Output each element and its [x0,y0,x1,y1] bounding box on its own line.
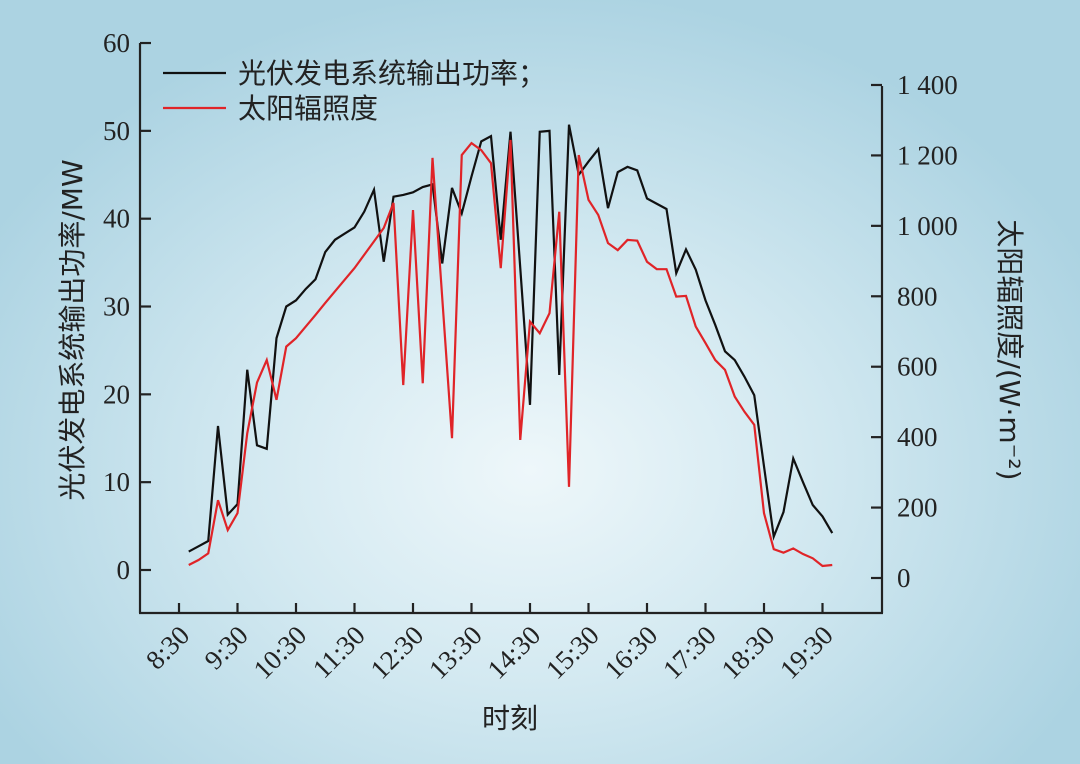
y-tick-label-left: 20 [103,379,130,409]
x-axis-title: 时刻 [482,702,538,735]
irradiance-line [188,139,833,568]
y-tick-label-left: 40 [103,204,130,234]
x-tick-label: 8:30 [140,620,195,675]
y-tick-label-right: 1 400 [897,70,958,100]
x-tick-label: 11:30 [307,620,371,684]
y-tick-label-left: 0 [117,555,131,585]
x-tick-label: 17:30 [657,620,722,685]
y-tick-label-left: 10 [103,467,130,497]
y-tick-label-left: 30 [103,292,130,322]
axes [138,43,884,615]
y-tick-label-right: 1 200 [897,140,958,170]
x-tick-label: 12:30 [365,620,430,685]
y-tick-label-right: 600 [897,352,938,382]
y-tick-label-left: 50 [103,116,130,146]
y-tick-label-right: 400 [897,422,938,452]
x-tick-label: 9:30 [199,620,254,675]
series-group [188,124,834,568]
y-tick-label-left: 60 [103,28,130,58]
x-tick-label: 19:30 [774,620,839,685]
x-tick-label: 16:30 [599,620,664,685]
x-tick-label: 13:30 [423,620,488,685]
legend-label-irradiance: 太阳辐照度 [238,92,378,125]
y-tick-label-right: 200 [897,493,938,523]
legend-label-power: 光伏发电系统输出功率； [238,57,546,90]
y-axis-title-left: 光伏发电系统输出功率/MW [56,159,89,500]
x-tick-label: 18:30 [716,620,781,685]
y-tick-label-right: 1 000 [897,211,958,241]
y-tick-label-right: 0 [897,563,911,593]
y-axis-title-right: 太阳辐照度/(W·m⁻²) [993,219,1026,480]
x-tick-label: 14:30 [482,620,547,685]
legend: 光伏发电系统输出功率； 太阳辐照度 [163,57,546,125]
power-line [188,124,834,553]
x-tick-label: 15:30 [540,620,605,685]
x-tick-label: 10:30 [248,620,313,685]
y-tick-label-right: 800 [897,281,938,311]
